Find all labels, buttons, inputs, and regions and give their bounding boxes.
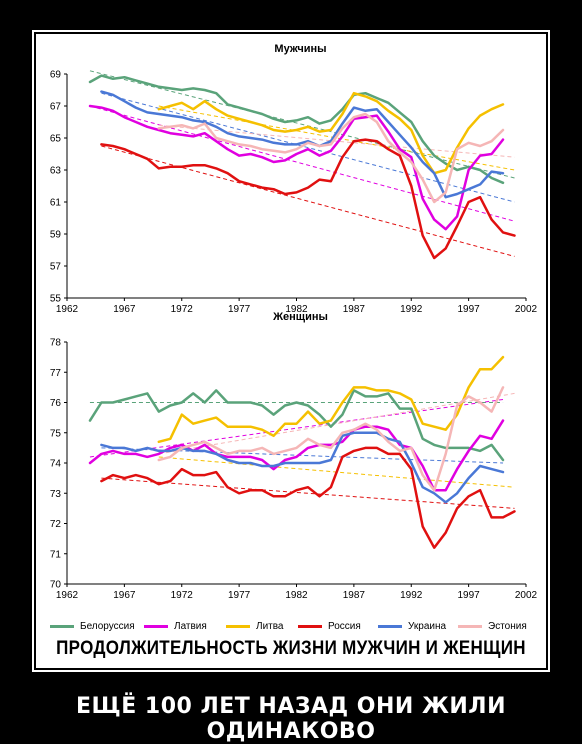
y-tick-label: 74	[50, 459, 62, 470]
x-tick-label: 1972	[171, 304, 194, 315]
legend-item: Латвия	[144, 618, 207, 634]
legend-label: Украина	[408, 620, 447, 632]
y-tick-label: 69	[50, 70, 62, 81]
legend-swatch	[378, 624, 402, 628]
y-tick-label: 61	[50, 198, 62, 209]
legend-swatch	[298, 624, 322, 628]
chart-men: Мужчины 55 57 59 61 63 65 67 69 1962 1967 1972 1977 1…	[50, 43, 538, 315]
series-line	[157, 386, 505, 492]
x-tick-label: 1992	[400, 590, 423, 601]
series-line	[100, 138, 516, 260]
y-tick-label: 63	[50, 166, 62, 177]
y-tick-label: 59	[50, 230, 62, 241]
series-line	[88, 389, 505, 462]
y-tick-label: 78	[50, 338, 62, 349]
legend-swatch	[50, 624, 74, 628]
trend-line	[89, 70, 515, 179]
chart-headline: ПРОДОЛЖИТЕЛЬНОСТЬ ЖИЗНИ МУЖЧИН И ЖЕНЩИН	[56, 636, 526, 659]
charts-canvas: Мужчины 55 57 59 61 63 65 67 69 1962 1967 1972 1977 1…	[50, 43, 538, 601]
legend-item: Литва	[226, 618, 284, 634]
legend-swatch	[458, 624, 482, 628]
chart-panel: Мужчины 55 57 59 61 63 65 67 69 1962 1967 1972 1977 1…	[36, 34, 546, 668]
trend-line	[101, 145, 515, 257]
series-line	[157, 91, 505, 175]
chart-women: Женщины 70 71 72 73 74 75 76 77 78 1962 1967 1972 197…	[50, 311, 538, 601]
x-tick-label: 1972	[171, 590, 194, 601]
y-tick-label: 73	[50, 489, 62, 500]
x-tick-label: 2002	[515, 590, 538, 601]
poster-caption: ЕЩЁ 100 ЛЕТ НАЗАД ОНИ ЖИЛИ ОДИНАКОВО	[76, 694, 506, 744]
y-tick-label: 55	[50, 294, 62, 305]
x-tick-label: 1982	[285, 590, 308, 601]
x-tick-label: 1987	[343, 304, 366, 315]
series-line	[100, 446, 516, 549]
legend-item: Украина	[378, 618, 446, 634]
x-tick-label: 1962	[56, 590, 79, 601]
x-tick-label: 1982	[285, 304, 308, 315]
legend-label: Россия	[328, 620, 361, 632]
legend-label: Литва	[256, 620, 284, 632]
x-tick-label: 1977	[228, 590, 251, 601]
y-tick-label: 67	[50, 102, 62, 113]
y-tick-label: 77	[50, 368, 62, 379]
chart-title: Женщины	[272, 311, 328, 323]
y-tick-label: 65	[50, 134, 62, 145]
x-tick-label: 1992	[400, 304, 423, 315]
legend-swatch	[226, 624, 250, 628]
x-tick-label: 1967	[113, 304, 136, 315]
x-tick-label: 1977	[228, 304, 251, 315]
x-tick-label: 1997	[458, 590, 481, 601]
legend-label: Эстония	[488, 620, 527, 632]
y-tick-label: 71	[50, 549, 62, 560]
legend: Белоруссия Латвия Литва Россия Украина Эстони…	[36, 618, 546, 634]
legend-item: Эстония	[458, 618, 527, 634]
y-tick-label: 76	[50, 398, 62, 409]
series-line	[100, 90, 505, 199]
trend-line	[101, 92, 515, 203]
legend-label: Белоруссия	[80, 620, 135, 632]
legend-item: Россия	[298, 618, 361, 634]
series-line	[157, 355, 505, 444]
x-tick-label: 1967	[113, 590, 136, 601]
x-tick-label: 1962	[56, 304, 79, 315]
y-tick-label: 75	[50, 428, 62, 439]
series-line	[157, 112, 505, 204]
y-tick-label: 72	[50, 519, 62, 530]
series-line	[100, 431, 505, 504]
x-tick-label: 2002	[515, 304, 538, 315]
series-line	[88, 104, 505, 231]
legend-label: Латвия	[174, 620, 207, 632]
y-tick-label: 70	[50, 580, 62, 591]
y-tick-label: 57	[50, 262, 62, 273]
x-tick-label: 1987	[343, 590, 366, 601]
legend-swatch	[144, 624, 168, 628]
series-line	[88, 74, 505, 185]
legend-item: Белоруссия	[50, 618, 135, 634]
poster-frame	[32, 30, 550, 672]
chart-title: Мужчины	[274, 43, 326, 55]
x-tick-label: 1997	[458, 304, 481, 315]
